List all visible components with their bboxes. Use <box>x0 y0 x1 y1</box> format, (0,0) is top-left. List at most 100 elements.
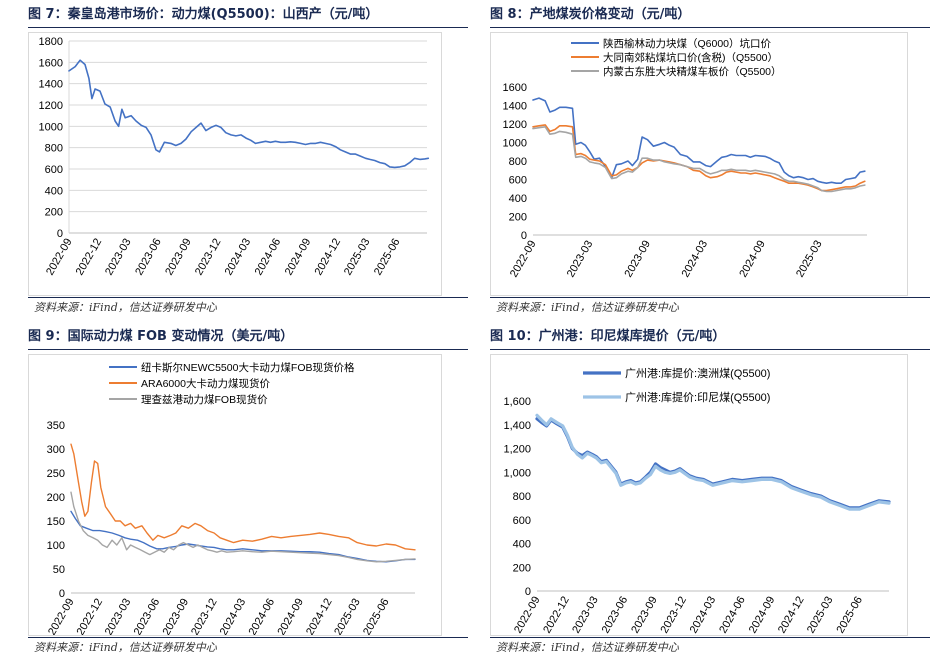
source-note: 资料来源：iFind，信达证券研发中心 <box>496 301 679 314</box>
line-chart: 0 200 400 600 800 1000 1200 1400 1600 1800 2022-09… <box>39 36 430 278</box>
x-tick-label: 2025-06 <box>372 237 403 278</box>
series-line <box>70 491 416 563</box>
panel-title: 图 7：秦皇岛港市场价：动力煤(Q5500)：山西产（元/吨） <box>28 7 379 22</box>
y-tick-label: 200 <box>513 562 531 574</box>
y-tick-label: 0 <box>525 586 531 598</box>
title-divider <box>28 27 468 28</box>
legend-label: 大同南郊粘煤坑口价(含税)（Q5500） <box>603 51 778 64</box>
figure-8-panel: 图 8：产地煤炭价格变动（元/吨） 0 200 400 600 800 1000 1200 1… <box>490 4 930 322</box>
y-tick-label: 400 <box>45 185 63 197</box>
series-line <box>68 59 430 169</box>
source-note: 资料来源：iFind，信达证券研发中心 <box>34 641 217 654</box>
y-tick-label: 200 <box>47 492 65 504</box>
x-tick-label: 2022-12 <box>74 237 105 278</box>
x-tick-label: 2023-03 <box>103 597 134 636</box>
x-tick-label: 2024-03 <box>223 236 254 277</box>
x-tick-label: 2023-12 <box>658 595 689 636</box>
y-tick-label: 1800 <box>39 36 63 48</box>
x-tick-label: 2024-09 <box>283 237 314 278</box>
x-tick-label: 2024-12 <box>313 237 344 278</box>
y-tick-label: 600 <box>509 175 527 187</box>
source-divider <box>490 297 930 298</box>
legend-label: ARA6000大卡动力煤现货价 <box>141 377 270 390</box>
x-tick-label: 2024-09 <box>737 239 768 280</box>
x-tick-label: 2022-09 <box>46 597 77 636</box>
x-tick-label: 2023-06 <box>600 595 631 636</box>
panel-title: 图 10：广州港：印尼煤库提价（元/吨） <box>490 329 726 344</box>
y-tick-label: 1600 <box>39 57 63 69</box>
panel-title: 图 9：国际动力煤 FOB 变动情况（美元/吨） <box>28 329 294 344</box>
y-tick-label: 1400 <box>39 79 63 91</box>
figure-10-panel: 图 10：广州港：印尼煤库提价（元/吨） 0 200 400 600 800 1,000 1… <box>490 326 930 662</box>
y-tick-label: 200 <box>45 207 63 219</box>
series-line <box>532 124 866 192</box>
y-tick-label: 350 <box>47 420 65 432</box>
y-tick-label: 1000 <box>503 138 527 150</box>
x-tick-label: 2024-03 <box>680 239 711 280</box>
x-tick-label: 2023-12 <box>189 597 220 636</box>
series-line <box>532 126 866 193</box>
chart-frame: 0 50 100 150 200 250 300 350 2022-09 2022-12 2023-… <box>28 354 442 637</box>
series-line <box>70 443 416 551</box>
y-tick-label: 800 <box>513 491 531 503</box>
x-tick-label: 2023-09 <box>629 595 660 636</box>
title-divider <box>490 27 930 28</box>
legend-label: 广州港:库提价:印尼煤(Q5500) <box>625 391 770 404</box>
y-tick-label: 400 <box>513 539 531 551</box>
source-divider <box>28 637 468 638</box>
title-divider <box>28 349 468 350</box>
y-tick-label: 800 <box>509 156 527 168</box>
y-tick-label: 100 <box>47 540 65 552</box>
y-tick-label: 1400 <box>503 101 527 113</box>
line-chart: 0 200 400 600 800 1000 1200 1400 1600 2022-09 2023… <box>503 37 867 280</box>
x-tick-label: 2023-03 <box>570 595 601 636</box>
x-tick-label: 2022-09 <box>44 237 75 278</box>
x-tick-label: 2023-03 <box>565 239 596 280</box>
x-tick-label: 2024-06 <box>247 597 278 636</box>
legend-label: 纽卡斯尔NEWC5500大卡动力煤FOB现货价格 <box>141 361 355 374</box>
x-tick-label: 2023-06 <box>132 597 163 636</box>
x-tick-label: 2023-12 <box>193 237 224 278</box>
chart-frame: 0 200 400 600 800 1,000 1,200 1,400 1,600 2022-09… <box>490 354 908 636</box>
x-tick-label: 2024-03 <box>688 595 719 636</box>
x-tick-label: 2022-12 <box>541 595 572 636</box>
y-tick-label: 400 <box>509 193 527 205</box>
x-tick-label: 2025-06 <box>834 595 865 636</box>
x-tick-label: 2025-03 <box>794 239 825 280</box>
y-tick-label: 250 <box>47 468 65 480</box>
x-tick-label: 2024-09 <box>275 597 306 636</box>
y-tick-label: 600 <box>45 164 63 176</box>
y-tick-label: 150 <box>47 516 65 528</box>
series-line <box>535 413 891 511</box>
chart-frame: 0 200 400 600 800 1000 1200 1400 1600 2022-09 2023… <box>490 32 908 296</box>
series-line <box>532 97 866 184</box>
panel-title: 图 8：产地煤炭价格变动（元/吨） <box>490 7 691 22</box>
x-tick-label: 2025-03 <box>805 595 836 636</box>
y-tick-label: 0 <box>521 230 527 242</box>
x-tick-label: 2025-06 <box>361 597 392 636</box>
x-tick-label: 2022-12 <box>75 597 106 636</box>
x-tick-label: 2024-12 <box>304 597 335 636</box>
x-tick-label: 2025-03 <box>332 597 363 636</box>
y-tick-label: 200 <box>509 212 527 224</box>
legend-label: 广州港:库提价:澳洲煤(Q5500) <box>625 367 770 380</box>
y-tick-label: 50 <box>53 564 65 576</box>
legend-label: 理查兹港动力煤FOB现货价 <box>141 393 268 406</box>
y-tick-label: 1600 <box>503 82 527 94</box>
y-tick-label: 300 <box>47 444 65 456</box>
y-tick-label: 1,600 <box>503 396 531 408</box>
line-chart: 0501001502002503003502022-092022-122023-… <box>46 361 416 637</box>
x-tick-label: 2023-09 <box>161 597 192 636</box>
y-tick-label: 1200 <box>503 119 527 131</box>
x-tick-label: 2023-06 <box>133 237 164 278</box>
title-divider <box>490 349 930 350</box>
source-note: 资料来源：iFind，信达证券研发中心 <box>34 301 217 314</box>
x-tick-label: 2022-09 <box>508 239 539 280</box>
x-tick-label: 2024-09 <box>747 595 778 636</box>
legend-label: 内蒙古东胜大块精煤车板价（Q5500） <box>603 65 782 78</box>
y-tick-label: 0 <box>59 588 65 600</box>
source-note: 资料来源：iFind，信达证券研发中心 <box>496 641 679 654</box>
y-tick-label: 1,200 <box>503 444 531 456</box>
line-chart: 0 200 400 600 800 1,000 1,200 1,400 1,600 2022-09… <box>503 367 891 636</box>
legend-label: 陕西榆林动力块煤（Q6000）坑口价 <box>603 37 772 50</box>
